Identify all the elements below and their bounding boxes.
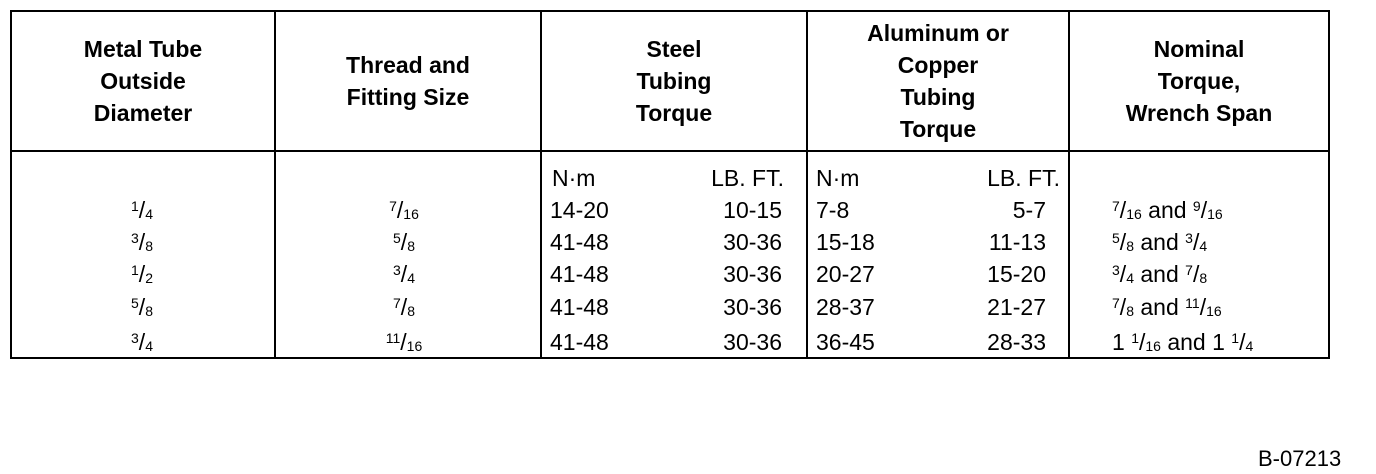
table-cell: 7/16	[389, 197, 419, 223]
table-cell: 5/8 and 3/4	[1112, 229, 1208, 255]
table-cell: 11/16	[385, 329, 423, 355]
table-cell: 7/8	[393, 294, 415, 320]
table-cell: 28-33	[987, 329, 1046, 355]
header-line: Nominal	[1153, 36, 1245, 62]
table-cell: 7/16 and 9/16	[1112, 197, 1223, 223]
header-line: Steel	[646, 36, 702, 62]
figure-id: B-07213	[1258, 446, 1342, 471]
table-cell: 7/8 and 11/16	[1112, 294, 1222, 320]
table-cell: 7-8	[816, 197, 850, 223]
header-line: Wrench Span	[1125, 100, 1273, 126]
header-line: Thread and	[346, 52, 470, 78]
table-cell: 30-36	[723, 229, 782, 255]
table: Metal Tube Outside Diameter Thread and Fitti…	[10, 10, 1330, 359]
unit-label: N·m	[552, 165, 596, 191]
header-line: Outside	[100, 68, 186, 94]
table-cell: 14-20	[550, 197, 609, 223]
unit-label: LB. FT.	[711, 165, 784, 191]
header-line: Diameter	[93, 100, 193, 126]
table-cell: 5/8	[131, 294, 153, 320]
header-line: Aluminum or	[867, 20, 1009, 46]
table-cell: 30-36	[723, 294, 782, 320]
table-cell: 41-48	[550, 329, 609, 355]
column-rule	[274, 12, 276, 357]
header-line: Copper	[897, 52, 979, 78]
table-cell: 10-15	[723, 197, 782, 223]
table-cell: 30-36	[723, 261, 782, 287]
table-cell: 3/4	[131, 329, 153, 355]
table-cell: 41-48	[550, 261, 609, 287]
column-rule	[806, 12, 808, 357]
table-cell: 1/2	[131, 261, 153, 287]
header-rule	[12, 150, 1328, 152]
table-cell: 15-20	[987, 261, 1046, 287]
table-cell: 41-48	[550, 294, 609, 320]
table-cell: 15-18	[816, 229, 875, 255]
column-header: Steel Tubing Torque	[542, 12, 806, 150]
table-cell: 21-27	[987, 294, 1046, 320]
table-cell: 30-36	[723, 329, 782, 355]
column-rule	[1068, 12, 1070, 357]
table-cell: 41-48	[550, 229, 609, 255]
table-cell: 28-37	[816, 294, 875, 320]
table-cell: 11-13	[988, 229, 1046, 255]
column-header: Metal Tube Outside Diameter	[12, 12, 274, 150]
table-cell: 3/8	[131, 229, 153, 255]
header-line: Torque	[635, 100, 713, 126]
column-header: Thread and Fitting Size	[276, 12, 540, 150]
table-cell: 36-45	[816, 329, 875, 355]
header-line: Fitting Size	[346, 84, 470, 110]
header-line: Torque,	[1157, 68, 1241, 94]
table-cell: 1 1/16 and 1 1/4	[1112, 329, 1254, 355]
table-cell: 20-27	[816, 261, 875, 287]
column-rule	[540, 12, 542, 357]
header-line: Metal Tube	[83, 36, 203, 62]
header-line: Torque	[899, 116, 977, 142]
table-cell: 5/8	[393, 229, 415, 255]
table-cell: 3/4	[393, 261, 415, 287]
unit-label: LB. FT.	[987, 165, 1060, 191]
table-cell: 3/4 and 7/8	[1112, 261, 1208, 287]
column-header: Aluminum or Copper Tubing Torque	[808, 12, 1068, 150]
header-line: Tubing	[900, 84, 976, 110]
table-cell: 5-7	[1012, 197, 1046, 223]
column-header: Nominal Torque, Wrench Span	[1070, 12, 1328, 150]
unit-label: N·m	[816, 165, 860, 191]
header-line: Tubing	[636, 68, 712, 94]
table-cell: 1/4	[131, 197, 153, 223]
